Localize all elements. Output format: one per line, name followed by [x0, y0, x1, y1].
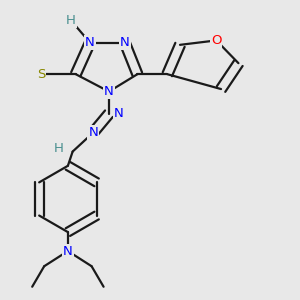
Text: H: H: [66, 14, 76, 27]
Text: O: O: [211, 34, 222, 47]
Text: N: N: [113, 107, 123, 120]
Text: S: S: [37, 68, 45, 81]
Text: N: N: [63, 244, 73, 258]
Text: N: N: [104, 85, 114, 98]
Text: N: N: [85, 36, 95, 49]
Text: N: N: [88, 126, 98, 139]
Text: N: N: [120, 36, 130, 49]
Text: H: H: [53, 142, 63, 155]
